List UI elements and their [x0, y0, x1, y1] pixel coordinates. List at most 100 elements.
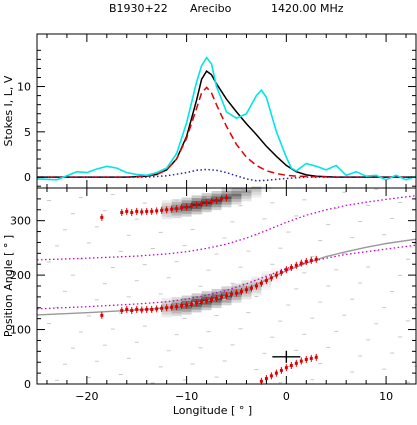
pa-noise-cell [246, 312, 251, 314]
pa-density-cell [191, 195, 202, 199]
stokes-y-axis-label: Stokes I, L, V [2, 75, 15, 146]
pa-density-cell [181, 197, 192, 201]
pa-noise-cell [134, 341, 139, 343]
pa-density-cell [211, 190, 222, 194]
pa-density-cell [241, 280, 252, 284]
pa-noise-cell [350, 371, 355, 373]
pa-noise-cell [182, 318, 187, 320]
pa-density-cell [231, 196, 242, 200]
pa-noise-cell [142, 202, 147, 204]
pa-noise-cell [190, 363, 195, 365]
pa-density-cell [161, 298, 172, 301]
pa-noise-cell [358, 355, 363, 357]
pa-density-cell [161, 311, 172, 315]
pa-noise-cell [222, 298, 227, 300]
pa-noise-cell [278, 320, 283, 322]
pa-noise-cell [46, 261, 51, 263]
pa-noise-cell [118, 373, 123, 375]
pa-density-cell [201, 206, 212, 210]
pa-y-tick-label: 100 [10, 324, 31, 337]
pa-density-cell [251, 279, 262, 282]
pa-density-cell [211, 305, 222, 309]
header-source: B1930+22 [109, 2, 168, 15]
pa-noise-cell [70, 347, 75, 349]
pa-density-cell [201, 193, 212, 196]
pa-noise-cell [262, 352, 267, 354]
pa-y-tick-label: 300 [10, 215, 31, 228]
header-frequency: 1420.00 MHz [271, 2, 344, 15]
pa-noise-cell [158, 366, 163, 368]
pa-noise-cell [142, 325, 147, 327]
pa-density-cell [161, 300, 172, 304]
pa-noise-cell [302, 272, 307, 274]
pa-noise-cell [406, 320, 411, 322]
pa-density-cell [211, 193, 222, 197]
pa-noise-cell [230, 282, 235, 284]
pa-noise-cell [102, 210, 107, 212]
pa-noise-cell [222, 237, 227, 239]
pa-noise-cell [254, 368, 259, 370]
pa-density-cell [221, 190, 232, 194]
pa-x-tick-label: 10 [379, 390, 393, 403]
pa-noise-cell [294, 215, 299, 217]
pa-noise-cell [350, 237, 355, 239]
pa-density-cell [181, 298, 192, 301]
pa-noise-cell [350, 298, 355, 300]
pa-density-cell [201, 304, 212, 308]
pa-noise-cell [198, 285, 203, 287]
pa-noise-cell [286, 231, 291, 233]
pa-noise-cell [366, 204, 371, 206]
pa-density-cell [181, 309, 192, 312]
pa-noise-cell [206, 269, 211, 271]
pa-density-cell [231, 297, 242, 300]
pa-noise-cell [246, 250, 251, 252]
pa-noise-cell [78, 197, 83, 199]
pa-noise-cell [46, 323, 51, 325]
pa-density-cell [261, 284, 272, 288]
pa-noise-cell [102, 344, 107, 346]
stokes-y-tick-label: 10 [17, 81, 31, 94]
pa-noise-cell [302, 199, 307, 201]
pa-density-cell [221, 302, 232, 306]
pa-density-cell [251, 290, 262, 293]
pa-density-cell [161, 202, 172, 206]
pa-noise-cell [278, 382, 283, 384]
pa-x-tick-label: −20 [75, 390, 98, 403]
pa-noise-cell [102, 283, 107, 285]
pa-noise-cell [318, 240, 323, 242]
pa-noise-cell [118, 312, 123, 314]
pa-density-cell [271, 268, 282, 272]
pa-noise-cell [230, 221, 235, 223]
pa-density-cell [211, 302, 222, 306]
pa-noise-cell [190, 228, 195, 230]
pa-density-cell [201, 291, 212, 294]
pa-noise-cell [182, 245, 187, 247]
longitude-x-axis-label: Longitude [ ° ] [173, 404, 252, 417]
circular-v-line [37, 168, 416, 182]
pa-noise-cell [158, 231, 163, 233]
pa-density-cell [171, 313, 182, 317]
pa-noise-cell [126, 296, 131, 298]
pa-noise-cell [126, 357, 131, 359]
pa-noise-cell [86, 315, 91, 317]
pa-noise-cell [86, 376, 91, 378]
pa-noise-cell [238, 328, 243, 330]
pa-density-cell [241, 293, 252, 297]
pa-x-tick-label: 0 [283, 390, 290, 403]
pa-noise-cell [62, 363, 67, 365]
pa-density-cell [271, 279, 282, 282]
pa-density-cell [251, 189, 262, 193]
pa-noise-cell [398, 201, 403, 203]
pa-noise-cell [86, 242, 91, 244]
pa-noise-cell [70, 274, 75, 276]
pa-noise-cell [326, 285, 331, 287]
pa-density-cell [201, 307, 212, 311]
pa-density-cell [181, 213, 192, 217]
pa-noise-cell [374, 323, 379, 325]
pa-density-cell [251, 192, 262, 195]
pa-density-cell [231, 199, 242, 202]
pa-noise-cell [214, 376, 219, 378]
pa-density-cell [171, 212, 182, 216]
pa-noise-cell [118, 250, 123, 252]
pa-noise-cell [206, 196, 211, 198]
